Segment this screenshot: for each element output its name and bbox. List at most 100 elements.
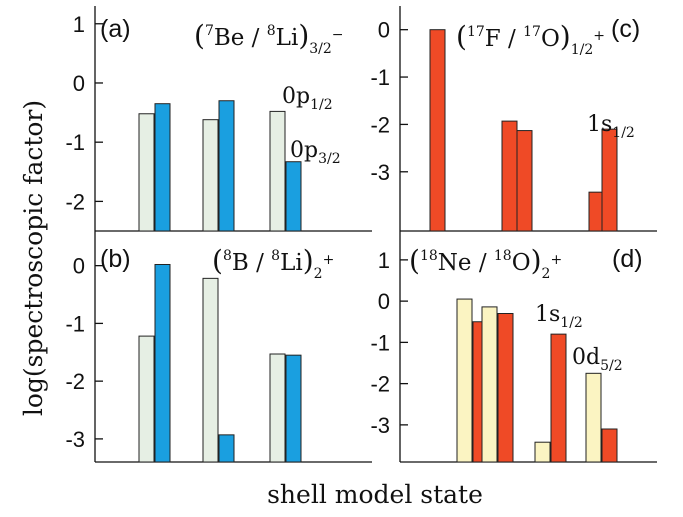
bar xyxy=(269,353,286,463)
y-tick-label: -1 xyxy=(65,311,85,336)
panel-title: (8B / 8Li)2+ xyxy=(212,244,334,282)
orbital-label: 0p xyxy=(290,138,318,163)
bar xyxy=(154,263,171,463)
y-tick-label: 0 xyxy=(73,254,85,279)
bar xyxy=(285,161,302,232)
element-symbol: Li xyxy=(280,250,303,276)
mass-number: 8 xyxy=(267,23,276,39)
separator: / xyxy=(244,25,266,51)
mass-number: 18 xyxy=(494,248,512,264)
y-tick-label: -2 xyxy=(370,112,390,137)
panel-title: (17F / 17O)1/2+ xyxy=(456,20,605,58)
separator: / xyxy=(472,250,494,276)
bar xyxy=(138,113,155,232)
y-tick-label: -1 xyxy=(65,130,85,155)
y-tick-label: -3 xyxy=(370,413,390,438)
bar xyxy=(501,120,518,232)
orbital-label: 1s xyxy=(535,302,560,327)
paren-close: ) xyxy=(298,19,309,52)
separator: / xyxy=(249,250,271,276)
separator: / xyxy=(501,26,523,52)
bar xyxy=(481,306,498,463)
panel-title: (7Be / 8Li)3/2− xyxy=(194,19,344,57)
bar xyxy=(285,354,302,463)
bar xyxy=(429,29,446,232)
panel-title: (18Ne / 18O)2+ xyxy=(409,244,562,282)
bar xyxy=(269,110,286,232)
orbital-annotation: 0d5/2 xyxy=(572,345,623,374)
state-subscript: 2 xyxy=(542,266,551,282)
chart-panel-3: 1 0 -1 -2 -3 (d) (18Ne / 18O)2+ 1s1/2 0d5/2 xyxy=(370,231,657,463)
element-symbol: O xyxy=(541,26,560,52)
orbital-label: 0p xyxy=(282,84,310,109)
y-tick-label: -2 xyxy=(65,189,85,214)
y-tick-label: 0 xyxy=(73,71,85,96)
y-tick-label: -2 xyxy=(370,372,390,397)
mass-number: 8 xyxy=(223,248,232,264)
orbital-label: 1s xyxy=(587,112,612,137)
parity-superscript: + xyxy=(323,252,335,268)
element-symbol: F xyxy=(485,26,501,52)
y-tick-label: -1 xyxy=(370,65,390,90)
paren-open: ( xyxy=(456,20,467,53)
mass-number: 8 xyxy=(271,248,280,264)
orbital-annotation: 0p1/2 xyxy=(282,84,333,113)
y-tick-label: -3 xyxy=(370,160,390,185)
y-tick-label: -1 xyxy=(370,330,390,355)
y-tick-label: -2 xyxy=(65,369,85,394)
panel-letter: (b) xyxy=(100,245,131,273)
chart-panel-2: 0-1-2-3(c)(17F / 17O)1/2+1s1/2 xyxy=(370,6,657,232)
orbital-subscript: 1/2 xyxy=(612,125,635,141)
element-symbol: O xyxy=(512,250,531,276)
bar xyxy=(456,298,473,463)
chart-panel-1: 0-1-2-3(b) (8B / 8Li)2+ xyxy=(65,231,372,463)
state-subscript: 2 xyxy=(314,266,323,282)
element-symbol: B xyxy=(232,250,249,276)
bar xyxy=(218,100,235,232)
mass-number: 17 xyxy=(523,24,541,40)
element-symbol: Ne xyxy=(438,250,472,276)
bar xyxy=(202,119,219,232)
orbital-annotation: 0p3/2 xyxy=(290,138,341,167)
bar xyxy=(202,277,219,463)
state-subscript: 3/2 xyxy=(309,41,332,57)
bar xyxy=(516,130,533,232)
paren-close: ) xyxy=(303,244,314,277)
paren-close: ) xyxy=(531,244,542,277)
bar xyxy=(585,372,602,463)
parity-superscript: − xyxy=(332,27,344,43)
x-axis-label: shell model state xyxy=(267,480,483,509)
element-symbol: Be xyxy=(214,25,245,51)
y-tick-label: -3 xyxy=(65,427,85,452)
parity-superscript: + xyxy=(550,252,562,268)
orbital-subscript: 5/2 xyxy=(600,358,623,374)
bar xyxy=(497,313,514,463)
orbital-subscript: 3/2 xyxy=(318,151,341,167)
bar xyxy=(601,128,618,232)
element-symbol: Li xyxy=(276,25,299,51)
bar xyxy=(154,103,171,232)
bar xyxy=(218,434,235,463)
panel-letter: (d) xyxy=(612,245,643,273)
y-tick-label: 1 xyxy=(378,248,390,273)
paren-open: ( xyxy=(194,19,205,52)
mass-number: 7 xyxy=(205,23,214,39)
bar xyxy=(601,428,618,463)
orbital-annotation: 1s1/2 xyxy=(535,302,583,331)
y-tick-label: 0 xyxy=(378,18,390,43)
orbital-annotation: 1s1/2 xyxy=(587,112,635,141)
y-tick-label: 0 xyxy=(378,289,390,314)
orbital-subscript: 1/2 xyxy=(310,97,333,113)
parity-superscript: + xyxy=(593,28,605,44)
bar xyxy=(550,333,567,463)
mass-number: 17 xyxy=(467,24,485,40)
orbital-label: 0d xyxy=(572,345,600,370)
paren-close: ) xyxy=(560,20,571,53)
bar xyxy=(534,441,551,463)
bar xyxy=(138,335,155,463)
paren-open: ( xyxy=(212,244,223,277)
panel-letter: (a) xyxy=(100,15,131,43)
mass-number: 18 xyxy=(420,248,438,264)
y-tick-label: 1 xyxy=(73,12,85,37)
